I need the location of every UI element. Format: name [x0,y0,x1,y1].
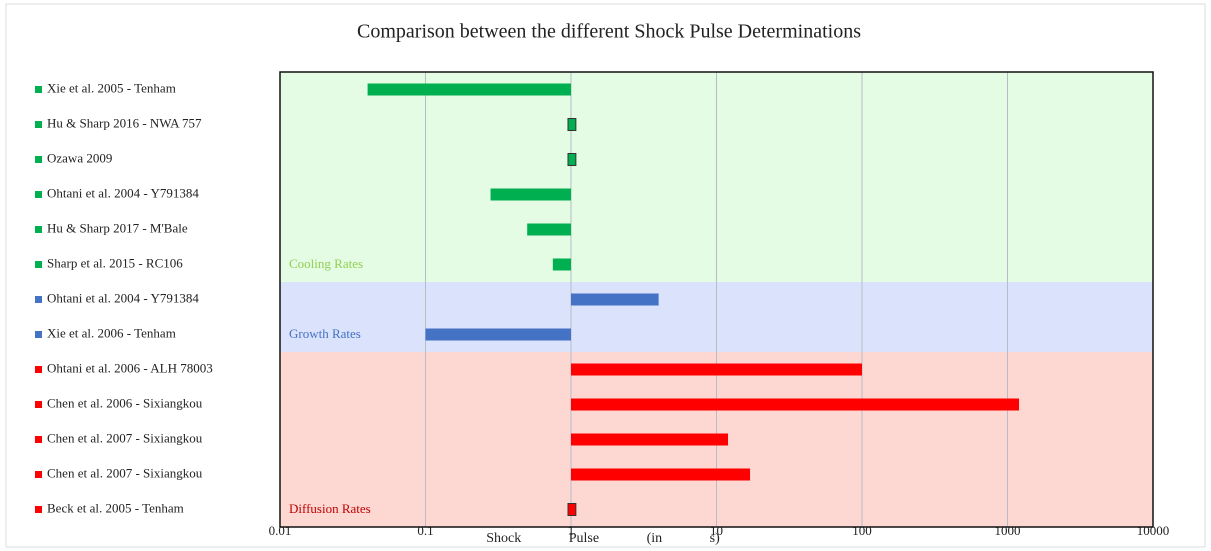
region-label: Diffusion Rates [289,501,371,516]
category-label: Ohtani et al. 2006 - ALH 78003 [47,360,213,375]
category-label: Xie et al. 2005 - Tenham [47,80,176,95]
bar [571,468,751,481]
x-tick-label: 1 [568,523,575,538]
legend-swatch [35,471,42,478]
category-label: Beck et al. 2005 - Tenham [47,500,184,515]
bar [425,328,571,341]
legend-swatch [35,121,42,128]
category-label: Ohtani et al. 2004 - Y791384 [47,185,199,200]
region-label: Cooling Rates [289,256,363,271]
x-tick-label: 0.1 [417,523,433,538]
bar [367,83,571,96]
category-label: Ozawa 2009 [47,150,112,165]
bar [527,223,571,236]
category-label: Chen et al. 2007 - Sixiangkou [47,465,203,480]
category-label: Hu & Sharp 2017 - M'Bale [47,220,188,235]
bar [567,153,577,166]
legend-swatch [35,331,42,338]
legend-swatch [35,506,42,513]
chart-title: Comparison between the different Shock P… [357,21,861,43]
region-label: Growth Rates [289,326,361,341]
bar [552,258,571,271]
x-tick-label: 10 [710,523,723,538]
legend-swatch [35,366,42,373]
legend-swatch [35,261,42,268]
category-label: Chen et al. 2007 - Sixiangkou [47,430,203,445]
legend-swatch [35,296,42,303]
legend-swatch [35,401,42,408]
x-axis-label: Shock Pulse (in s) [486,531,720,546]
x-tick-label: 1000 [995,523,1021,538]
bar [571,293,659,306]
category-label: Hu & Sharp 2016 - NWA 757 [47,115,202,130]
legend-swatch [35,86,42,93]
category-label: Sharp et al. 2015 - RC106 [47,255,183,270]
bar [567,118,577,131]
category-label: Xie et al. 2006 - Tenham [47,325,176,340]
legend-swatch [35,226,42,233]
category-label: Ohtani et al. 2004 - Y791384 [47,290,199,305]
legend-swatch [35,191,42,198]
plot-border [279,71,1154,528]
bar [490,188,571,201]
bar [571,363,862,376]
bar [567,503,577,516]
legend-swatch [35,436,42,443]
bar [571,433,729,446]
x-tick-label: 100 [852,523,872,538]
category-label: Chen et al. 2006 - Sixiangkou [47,395,203,410]
bar [571,398,1020,411]
legend-swatch [35,156,42,163]
